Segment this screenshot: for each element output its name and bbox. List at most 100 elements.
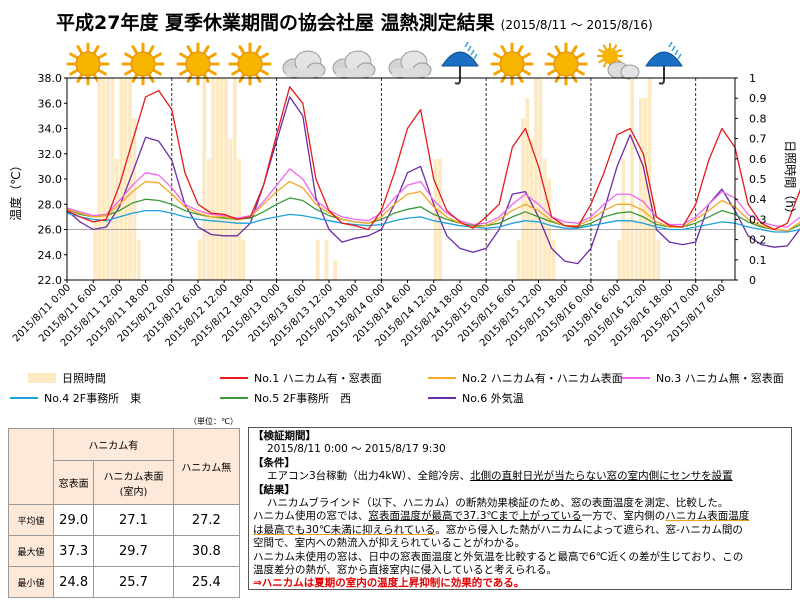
sun-ray [231,52,241,59]
sunshine-bar [215,78,220,280]
sun-ray [97,69,107,76]
sun-icon [544,42,588,86]
notes-r2c: 一方で、室内側の [581,510,666,523]
sun-ray [613,44,618,50]
sunshine-bar [630,78,634,280]
stats-cell: 25.4 [172,566,241,598]
temperature-chart: 38.0 36.0 34.0 32.0 30.0 28.0 26.0 24.0 22.0 1 0.… [8,41,800,349]
sun-icon [66,42,110,86]
y2-tick-label: 0.8 [749,112,767,125]
sun-ray [179,52,189,59]
notes-period: 2015/8/11 0:00 ～ 2015/8/17 9:30 [267,443,446,456]
sunshine-bar [538,78,543,280]
stats-row: 最大値 37.3 29.7 30.8 [8,535,241,567]
legend-swatch [428,377,456,379]
notes-cond-b: 北側の直射日光が当たらない窓の室内側にセンサを設置 [470,470,733,483]
sun-disc [499,51,525,77]
notes-cond-a: エアコン3台稼動（出力4kW）、全館冷房、 [267,470,471,483]
sun-ray [148,45,155,55]
notes-r2: ハニカム使用の窓では、窓表面温度が最高で37.3℃まで上がっている一方で、室内側… [253,510,787,523]
sun-ray [616,48,622,53]
stats-col-group: ハニカム有 [53,428,174,461]
legend-item-no4: No.4 2F事務所 東 [10,390,141,406]
y-tick-label: 26.0 [38,224,63,237]
sun-ray [575,52,585,59]
rain-drop [467,45,472,52]
sunshine-bar [638,98,643,280]
sun-ray [124,52,134,59]
cloud-base [392,68,428,77]
stats-col-none: ハニカム無 [172,428,241,505]
rain-drop [677,53,682,60]
sunshine-bar [625,219,630,280]
umbrella-handle [658,66,665,85]
sunshine-bar [228,138,233,280]
sun-ray [571,45,578,55]
stats-cell: 37.3 [52,535,95,567]
legend-label: No.3 ハニカム無・窓表面 [656,372,784,385]
sun-ray [500,45,507,55]
notes-r3b: 。窓から侵入した熱がハニカムによって遮られ、窓-ハニカム間の [435,523,743,536]
stats-cell: 24.8 [52,566,95,598]
y2-axis: 1 0.9 0.8 0.7 0.6 0.5 0.4 0.3 0.2 0.1 0 [735,72,767,287]
sun-ray [493,69,503,76]
sunshine-bar [110,78,115,280]
notes-result-heading: 【結果】 [253,483,295,496]
legend-label: No.1 ハニカム有・窓表面 [254,372,382,385]
sunshine-bar [617,239,621,280]
sunshine-bar [643,98,648,280]
sun-icon [228,42,272,86]
notes-r6: 温度差分の熱が、窓から直接室内に侵入していると考えられる。 [253,564,557,577]
legend-item-no3: No.3 ハニカム無・窓表面 [622,370,784,386]
series-line-no6 [66,96,800,265]
sun-ray [179,69,189,76]
rain-drop [473,53,478,60]
legend-label: No.5 2F事務所 西 [254,392,352,405]
sun-ray [124,69,134,76]
sunshine-bar [333,259,338,280]
y2-tick-label: 0 [749,274,756,287]
stats-col-honeycomb-line1: ハニカム表面 [103,471,164,483]
sunshine-bar [197,239,202,280]
sun-ray [131,45,138,55]
stats-cell: 29.7 [93,535,174,567]
sun-ray [493,52,503,59]
stats-row-label: 最大値 [8,535,54,567]
sun-ray [76,45,83,55]
sunshine-bar [101,78,106,280]
stats-row: 最小値 24.8 25.7 25.4 [8,566,241,598]
sunshine-bar [219,78,224,280]
stats-col-window: 窓表面 [52,460,95,505]
y-axis-label: 温度（℃） [8,159,23,220]
sunshine-bar [224,78,228,280]
sun-ray [207,69,217,76]
cloud-icon [282,50,326,78]
notes-r2a: ハニカム使用の窓では、 [253,510,369,523]
legend-item-no2: No.2 ハニカム有・ハニカム表面 [428,370,623,386]
sun-ray [259,52,269,59]
cloud-base [286,68,322,77]
sunshine-bar [206,158,211,280]
sun-ray [521,69,531,76]
legend-label: No.4 2F事務所 東 [44,392,142,405]
stats-unit: （単位：℃） [189,417,238,426]
sunshine-bar [621,158,626,280]
sun-ray [521,52,531,59]
y-tick-label: 22.0 [38,274,63,287]
series-lines [66,86,800,265]
y-tick-label: 30.0 [38,173,63,186]
title-period: (2015/8/11 ～ 2015/8/16) [500,18,653,32]
sunshine-bar [132,118,137,281]
rain-drop [470,49,475,56]
stats-corner [8,428,54,505]
sunshine-bar [529,138,534,280]
sunshine-bar [534,78,538,280]
rain-drop [671,45,676,52]
legend-swatch [10,397,38,399]
sun-ray [152,69,162,76]
legend-label: 日照時間 [62,372,106,385]
sunshine-bar [211,78,215,280]
y2-tick-label: 0.9 [749,92,767,105]
y2-tick-label: 1 [749,72,756,85]
